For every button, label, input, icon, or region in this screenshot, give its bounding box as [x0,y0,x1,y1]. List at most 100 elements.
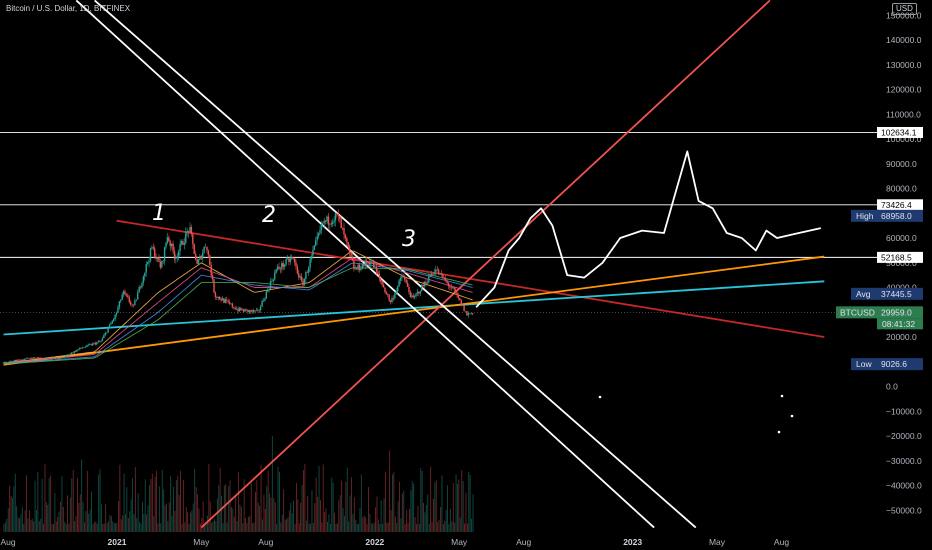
candle-body [411,295,413,297]
high-label-text: High [856,211,874,221]
candle-body [234,308,236,310]
candle-body [323,220,325,224]
volume-bar [303,469,304,532]
candle-body [367,262,369,264]
candle-body [240,307,242,311]
candle-body [377,271,379,274]
volume-bar [79,494,81,532]
volume-bar [185,507,187,532]
candle-body [470,313,472,314]
candle-body [405,279,407,283]
volume-bar [53,524,54,532]
candle-body [340,219,342,229]
candle-body [274,272,276,280]
volume-bar [115,523,116,532]
candle-body [33,357,36,359]
candle-body [173,251,176,259]
volume-bar [441,475,443,532]
volume-bar [252,523,254,532]
candle-body [360,269,362,270]
candle-body [439,273,441,275]
candle-body [127,295,129,298]
volume-bar [321,522,323,532]
volume-bar [255,491,256,532]
volume-bar [421,471,423,532]
candle-body [142,276,145,283]
candle-body [211,275,214,280]
candle-body [310,255,313,260]
candle-body [254,310,256,312]
volume-bar [370,523,372,532]
volume-bar [139,522,141,532]
high-label-value-text: 68958.0 [881,211,912,221]
level-price-tag-text: 102634.1 [881,127,917,137]
candle-body [416,291,419,294]
volume-bar [215,521,217,532]
volume-bar [283,489,285,532]
volume-bar [394,516,396,532]
candle-body [293,258,296,263]
candle-body [268,289,270,290]
y-axis-tick-label: 90000.0 [886,159,917,169]
candle-body [165,243,167,248]
candle-body [185,232,187,243]
volume-bar [334,512,335,532]
candle-body [422,284,424,287]
candle-body [291,257,293,259]
symbol-label-box [836,306,879,319]
volume-bar [320,499,321,532]
volume-bar [93,522,95,532]
candle-body [121,294,123,300]
candle-body [454,289,457,293]
volume-bar [317,496,319,532]
candle-body [251,310,253,312]
volume-bar [418,524,420,532]
volume-bar [471,518,472,532]
volume-bar [99,469,101,532]
candle-body [49,358,51,360]
candle-body [117,307,119,313]
volume-bar [177,475,179,532]
currency-button[interactable]: USD [892,3,917,15]
volume-bar [75,516,77,532]
handwritten-label-3: 3 [402,227,416,252]
candle-body [333,220,335,223]
candle-body [418,291,420,294]
volume-bar [216,498,218,532]
candle-body [197,259,200,264]
candle-body [308,267,310,273]
candle-body [118,301,121,308]
volume-bar [368,487,369,532]
volume-bar [168,502,170,532]
volume-bar [440,507,441,532]
candle-body [226,299,228,301]
candle-body [467,313,469,316]
candle-body [158,257,160,262]
volume-bar [142,501,143,532]
volume-bar [281,514,283,532]
volume-bar [199,523,201,532]
candle-body [214,292,217,297]
candle-body [65,356,67,358]
candle-body [278,266,280,269]
candle-body [258,309,260,311]
volume-bar [288,510,290,532]
candle-body [295,262,297,267]
volume-bar [315,477,317,532]
volume-bar [123,473,125,532]
candle-body [347,242,349,247]
y-axis-tick-label: 140000.0 [886,35,922,45]
candle-body [319,230,321,233]
candle-body [79,347,81,350]
candle-body [162,260,164,262]
volume-bar [197,494,198,532]
candle-body [62,357,64,358]
candle-body [90,344,92,346]
volume-bar [386,522,388,532]
candle-body [7,362,9,363]
volume-bar [411,481,413,532]
volume-bar [12,498,13,532]
volume-bar [362,517,364,532]
